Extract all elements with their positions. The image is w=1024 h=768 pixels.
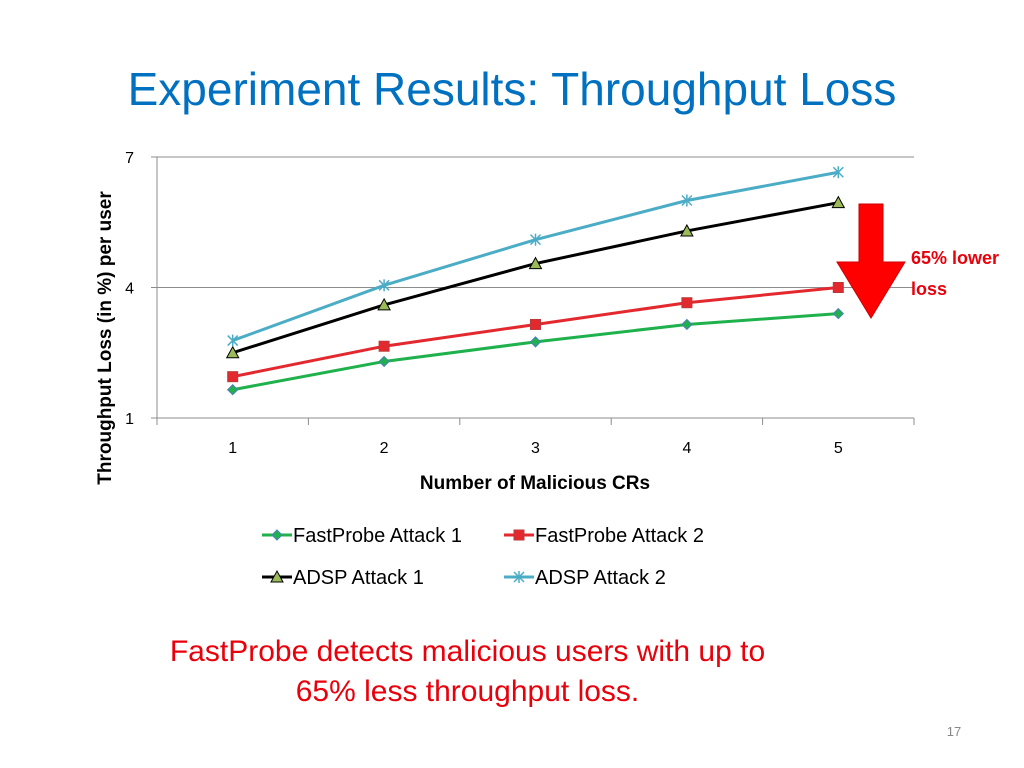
- data-point: [681, 194, 693, 207]
- legend: FastProbe Attack 1 FastProbe Attack 2 ADSP…: [262, 525, 704, 589]
- slide-number: 17: [946, 724, 962, 739]
- annotation-text-line2: loss: [911, 279, 947, 299]
- caption-line-2: 65% less throughput loss.: [295, 675, 640, 708]
- tick-labels: 1 4 7 1 2 3 4 5: [125, 150, 843, 457]
- grid-lines: [157, 156, 914, 288]
- x-tick-label: 5: [834, 440, 843, 457]
- x-tick-label: 4: [682, 440, 691, 457]
- legend-entry: ADSP Attack 1: [262, 567, 424, 589]
- legend-marker: [513, 529, 525, 541]
- annotation-text-line1: 65% lower: [911, 248, 999, 268]
- caption: FastProbe detects malicious users with u…: [80, 632, 855, 712]
- axes: [151, 156, 915, 425]
- series-group: [225, 166, 846, 396]
- data-point: [680, 223, 694, 237]
- legend-entry: ADSP Attack 2: [504, 567, 666, 589]
- data-point: [530, 318, 541, 330]
- data-point: [681, 318, 693, 331]
- legend-marker: [270, 569, 284, 583]
- data-point: [227, 371, 239, 383]
- legend-entry: FastProbe Attack 2: [504, 525, 704, 547]
- throughput-loss-chart: 1 4 7 1 2 3 4 5 Number of Malicious CRs Through…: [95, 150, 999, 589]
- y-axis-title: Throughput Loss (in %) per user: [95, 191, 116, 485]
- data-point: [529, 233, 542, 246]
- x-tick-label: 3: [531, 440, 540, 457]
- legend-marker: [513, 571, 525, 583]
- data-point: [378, 340, 390, 352]
- legend-label: FastProbe Attack 2: [535, 525, 704, 547]
- legend-entry: FastProbe Attack 1: [262, 525, 462, 547]
- x-tick-label: 2: [380, 440, 389, 457]
- data-point: [832, 166, 844, 179]
- series-fastprobe-attack-2: [227, 282, 844, 383]
- x-tick-label: 1: [228, 440, 237, 457]
- data-point: [226, 384, 239, 396]
- data-point: [225, 345, 240, 359]
- y-tick-label: 7: [125, 150, 134, 167]
- annotation-arrow: [836, 203, 906, 319]
- data-point: [378, 279, 390, 292]
- data-point: [528, 256, 543, 270]
- data-point: [681, 297, 693, 309]
- data-point: [831, 195, 846, 209]
- data-point: [377, 297, 391, 311]
- series-line: [232, 286, 839, 379]
- data-point: [529, 336, 542, 348]
- series-fastprobe-attack-1: [226, 307, 845, 396]
- data-point: [227, 334, 239, 347]
- legend-marker: [271, 529, 283, 541]
- data-point: [832, 307, 845, 320]
- x-axis-title: Number of Malicious CRs: [420, 473, 650, 494]
- series-adsp-attack-1: [225, 195, 846, 359]
- data-point: [378, 355, 390, 368]
- series-adsp-attack-2: [227, 166, 844, 347]
- series-line: [232, 201, 839, 355]
- y-tick-label: 1: [125, 411, 134, 428]
- legend-label: FastProbe Attack 1: [293, 525, 462, 547]
- series-line: [232, 170, 839, 342]
- caption-line-1: FastProbe detects malicious users with u…: [169, 635, 766, 668]
- down-arrow-icon: [836, 203, 906, 319]
- y-tick-label: 4: [125, 281, 134, 298]
- data-point: [832, 282, 844, 293]
- legend-label: ADSP Attack 2: [535, 567, 666, 589]
- legend-label: ADSP Attack 1: [293, 567, 424, 589]
- slide-title: Experiment Results: Throughput Loss: [127, 63, 897, 115]
